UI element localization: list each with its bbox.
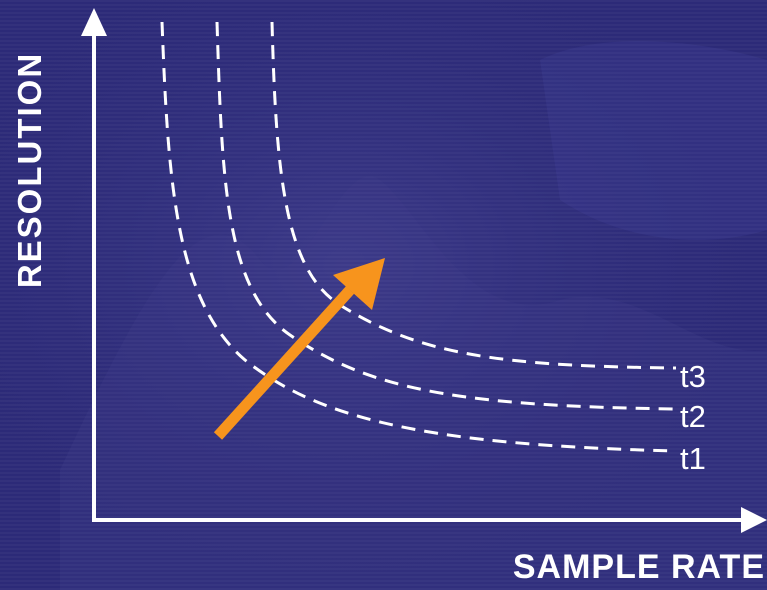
y-axis-label: RESOLUTION [11, 51, 48, 289]
y-axis [81, 8, 107, 520]
x-axis-label: SAMPLE RATE [512, 548, 765, 586]
x-axis [92, 507, 767, 533]
curve-t2 [215, 21, 677, 411]
curve-label-t1: t1 [680, 441, 706, 476]
curve-label-t2: t2 [680, 399, 706, 434]
improvement-arrowhead [333, 258, 385, 310]
improvement-arrow [213, 258, 385, 440]
x-axis-arrowhead [741, 507, 767, 533]
y-axis-arrowhead [81, 8, 107, 36]
curve-label-t3: t3 [680, 359, 706, 394]
curve-t1 [160, 21, 677, 453]
